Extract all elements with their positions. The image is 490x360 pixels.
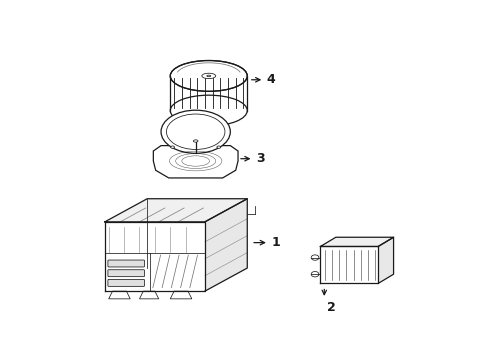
FancyBboxPatch shape <box>108 270 145 277</box>
Ellipse shape <box>161 110 230 153</box>
Polygon shape <box>140 291 159 299</box>
Polygon shape <box>378 237 393 283</box>
Ellipse shape <box>207 75 211 77</box>
Polygon shape <box>171 76 247 111</box>
Polygon shape <box>320 237 393 247</box>
Polygon shape <box>205 199 247 291</box>
Text: 1: 1 <box>271 236 280 249</box>
Ellipse shape <box>194 140 198 142</box>
Ellipse shape <box>217 146 220 148</box>
Ellipse shape <box>171 146 174 148</box>
Polygon shape <box>105 199 247 222</box>
FancyBboxPatch shape <box>108 279 145 286</box>
Polygon shape <box>153 145 238 178</box>
Ellipse shape <box>171 95 247 126</box>
Text: 2: 2 <box>327 301 335 314</box>
Ellipse shape <box>202 73 216 78</box>
Polygon shape <box>109 291 130 299</box>
Ellipse shape <box>311 255 319 260</box>
Text: 3: 3 <box>256 152 265 165</box>
Polygon shape <box>171 291 192 299</box>
Text: 4: 4 <box>267 73 275 86</box>
FancyBboxPatch shape <box>108 260 145 267</box>
Polygon shape <box>320 247 378 283</box>
Ellipse shape <box>167 114 225 149</box>
Ellipse shape <box>311 271 319 277</box>
Polygon shape <box>105 222 205 291</box>
